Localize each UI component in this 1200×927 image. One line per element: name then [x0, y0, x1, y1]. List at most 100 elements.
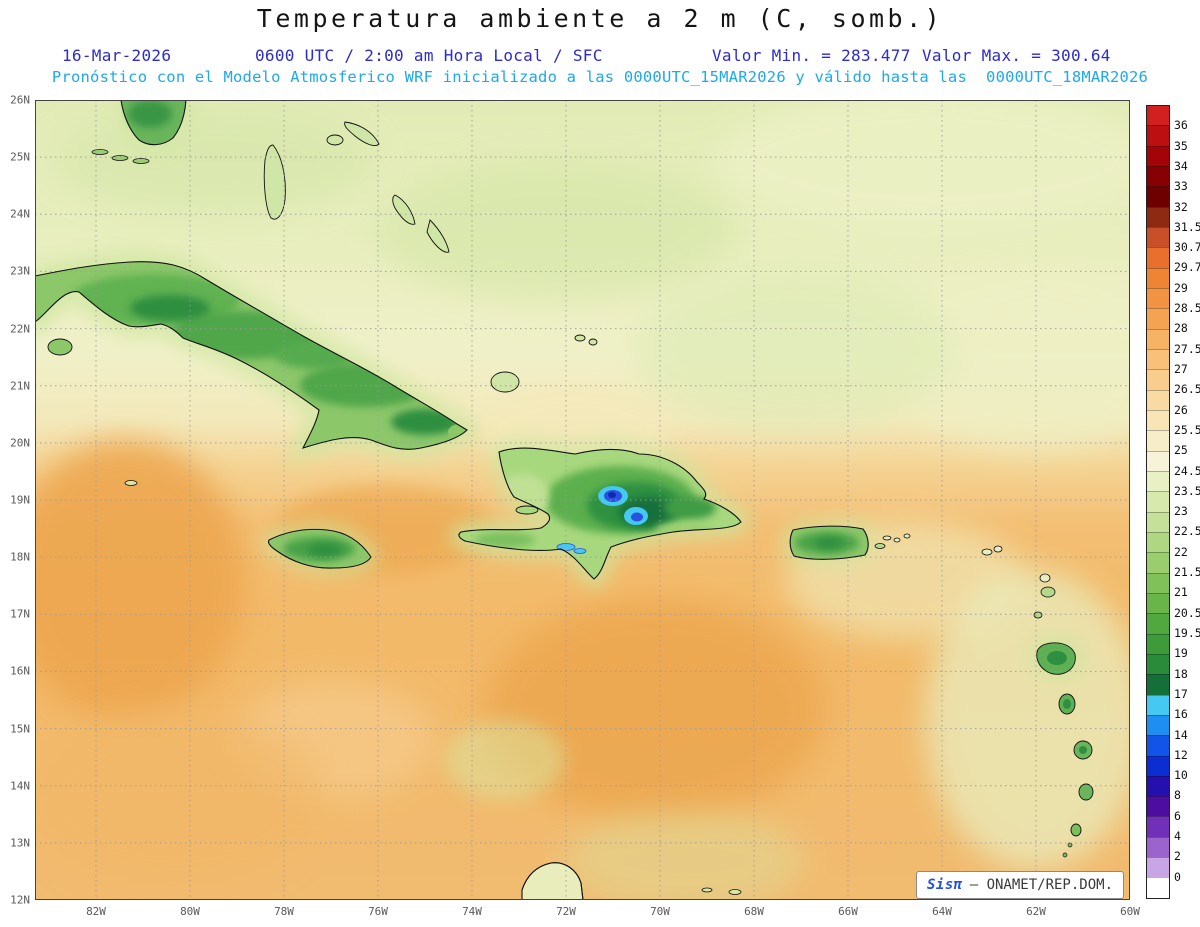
- florida-keys: [91, 149, 150, 164]
- lesser-antilles: [981, 545, 1094, 893]
- vieques-island: [874, 543, 886, 549]
- colorbar-segment: [1147, 450, 1169, 471]
- colorbar-label: 10: [1174, 768, 1188, 783]
- colorbar-segment: [1147, 857, 1169, 878]
- colorbar-segment: [1147, 287, 1169, 309]
- colorbar-segment: [1147, 653, 1169, 675]
- max-value-label: Valor Max. = 300.64: [922, 46, 1111, 65]
- lat-label: 25N: [10, 150, 30, 164]
- colorbar-label: 27: [1174, 362, 1188, 376]
- colorbar-segment: [1147, 348, 1169, 370]
- colorbar-label: 26.5: [1174, 382, 1200, 397]
- colorbar-label: 32: [1174, 199, 1188, 214]
- lat-label: 16N: [10, 664, 30, 678]
- colorbar-segment: [1147, 206, 1169, 227]
- colorbar-segment: [1147, 430, 1169, 451]
- lon-label: 62W: [1026, 905, 1046, 918]
- colorbar-label: 17: [1174, 686, 1188, 701]
- colorbar-segment: [1147, 552, 1169, 573]
- lon-label: 60W: [1120, 905, 1140, 918]
- colorbar-segment: [1147, 165, 1169, 187]
- lon-label: 64W: [932, 905, 952, 918]
- forecast-date: 16-Mar-2026: [62, 46, 172, 65]
- lat-label: 26N: [10, 93, 30, 107]
- lat-label: 20N: [10, 436, 30, 450]
- colorbar-segment: [1147, 369, 1169, 390]
- colorbar-label: 30.7: [1174, 240, 1200, 255]
- colorbar-segment: [1147, 836, 1169, 858]
- bahamas-islands: [263, 121, 598, 393]
- map-area: [5, 90, 1175, 910]
- st-vincent: [1070, 823, 1082, 837]
- colorbar-segment: [1147, 308, 1169, 329]
- montserrat: [1033, 611, 1043, 619]
- st-lucia: [1078, 783, 1094, 801]
- curacao-bonaire: [701, 887, 742, 895]
- great-inagua: [490, 371, 520, 393]
- colorbar-segment: [1147, 125, 1169, 146]
- lon-label: 80W: [180, 905, 200, 918]
- cayman-island: [124, 480, 138, 486]
- colorbar-segment: [1147, 247, 1169, 268]
- colorbar-segment: [1147, 226, 1169, 248]
- colorbar-label: 14: [1174, 727, 1188, 742]
- lat-label: 13N: [10, 836, 30, 850]
- colorbar-label: 21: [1174, 585, 1188, 600]
- page-title: Temperatura ambiente a 2 m (C, somb.): [256, 4, 944, 33]
- colorbar-label: 27.5: [1174, 341, 1200, 356]
- colorbar-label: 29: [1174, 280, 1188, 295]
- colorbar-segment: [1147, 267, 1169, 288]
- puerto-rico-island: [790, 526, 869, 560]
- colorbar-segment: [1147, 592, 1169, 614]
- longitude-axis: 82W 80W 78W 76W 74W 72W 70W 68W 66W 64W 62W 60W: [0, 905, 1200, 921]
- isla-juventud: [47, 338, 73, 356]
- colorbar-label: 24.5: [1174, 463, 1200, 478]
- colorbar-label: 4: [1174, 829, 1181, 844]
- min-value-label: Valor Min. = 283.477: [712, 46, 911, 65]
- grid-lines: [35, 100, 1130, 900]
- sispi-logo: Sisπ: [927, 877, 963, 893]
- colorbar-segment: [1147, 877, 1169, 898]
- colorbar-segment: [1147, 389, 1169, 410]
- lon-label: 74W: [462, 905, 482, 918]
- colorbar-segment: [1147, 796, 1169, 817]
- caribbean-map-svg: [5, 90, 1175, 910]
- colorbar-label: 36: [1174, 118, 1188, 133]
- colorbar-label: 20.5: [1174, 605, 1200, 620]
- colorbar-segment: [1147, 491, 1169, 512]
- colorbar-segment: [1147, 633, 1169, 654]
- colorbar-label: 6: [1174, 808, 1181, 823]
- lat-label: 21N: [10, 379, 30, 393]
- credit-box: Sisπ – ONAMET/REP.DOM.: [916, 871, 1125, 899]
- model-info-line: Pronóstico con el Modelo Atmosferico WRF…: [51, 68, 1149, 86]
- colorbar-label: 0: [1174, 869, 1181, 884]
- colorbar-label: 31.5: [1174, 219, 1200, 234]
- lat-label: 19N: [10, 493, 30, 507]
- colorbar-segment: [1147, 409, 1169, 431]
- colorbar-label: 28.5: [1174, 301, 1200, 316]
- colorbar-label: 22: [1174, 544, 1188, 559]
- antigua: [1040, 586, 1056, 598]
- colorbar-label: 35: [1174, 138, 1188, 153]
- lat-label: 12N: [10, 893, 30, 907]
- mountain-cold-spots: [598, 486, 648, 525]
- colorbar-label: 22.5: [1174, 524, 1200, 539]
- colorbar-label: 18: [1174, 666, 1188, 681]
- colorbar-label: 29.7: [1174, 260, 1200, 275]
- lon-label: 82W: [86, 905, 106, 918]
- colorbar-segment: [1147, 145, 1169, 166]
- colorbar-label: 12: [1174, 747, 1188, 762]
- gonave-island: [515, 505, 539, 515]
- credit-text: – ONAMET/REP.DOM.: [969, 877, 1114, 893]
- guadeloupe: [1036, 642, 1076, 675]
- lon-label: 76W: [368, 905, 388, 918]
- lon-label: 66W: [838, 905, 858, 918]
- colorbar-segment: [1147, 186, 1169, 207]
- colorbar-label: 26: [1174, 402, 1188, 417]
- lon-label: 78W: [274, 905, 294, 918]
- colorbar-label: 8: [1174, 788, 1181, 803]
- lat-label: 18N: [10, 550, 30, 564]
- lat-label: 22N: [10, 322, 30, 336]
- colorbar-label: 34: [1174, 158, 1188, 173]
